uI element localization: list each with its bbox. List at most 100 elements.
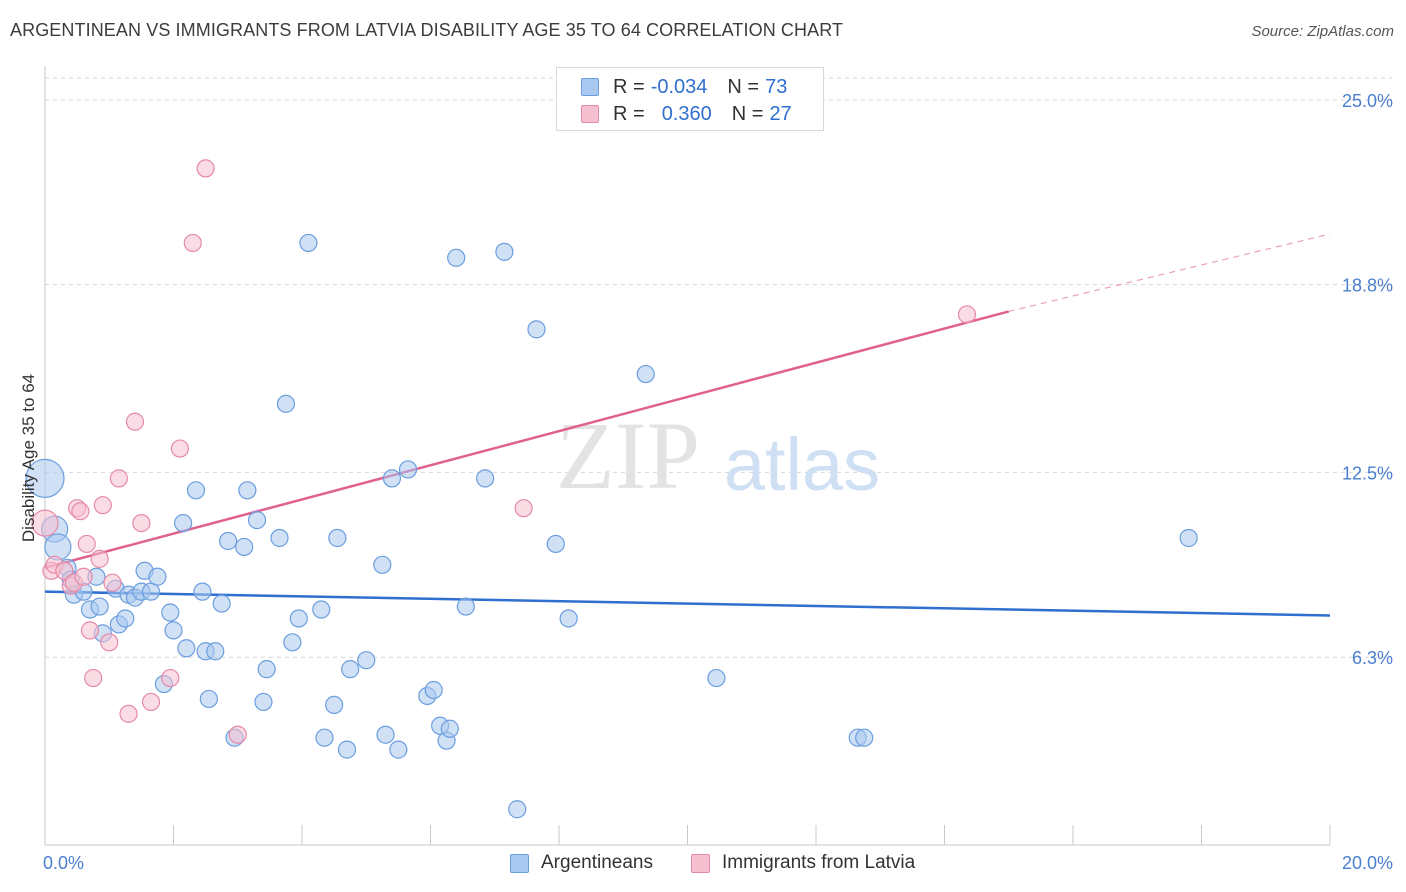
legend-row-latvia: R = 0.360 N = 27	[581, 101, 792, 127]
trend-line-latvia	[44, 310, 1010, 570]
trend-lines	[44, 233, 1331, 617]
legend-r-value: 0.360	[661, 102, 712, 125]
data-point	[299, 233, 318, 253]
y-tick-label: 6.3%	[1352, 648, 1393, 668]
data-point	[44, 533, 72, 561]
watermark: ZIP atlas	[556, 402, 880, 509]
x-tick-label: 0.0%	[43, 853, 84, 873]
legend-r-label: R =	[613, 75, 645, 98]
data-point	[80, 621, 100, 640]
data-point	[1179, 528, 1198, 548]
data-point	[238, 481, 257, 500]
chart-title: ARGENTINEAN VS IMMIGRANTS FROM LATVIA DI…	[10, 20, 844, 40]
legend-swatch-latvia	[581, 105, 599, 123]
data-point	[183, 233, 202, 253]
data-point	[257, 660, 276, 679]
data-point	[219, 531, 238, 551]
legend-swatch-argentineans	[581, 78, 599, 96]
data-point	[456, 597, 475, 616]
y-tick-label: 18.8%	[1342, 276, 1393, 296]
data-point	[199, 689, 218, 709]
legend-label-argentineans: Argentineans	[541, 852, 653, 873]
data-point	[77, 534, 96, 554]
legend-swatch-argentineans	[510, 853, 529, 873]
legend-label-latvia: Immigrants from Latvia	[722, 852, 916, 873]
data-point	[957, 305, 977, 324]
data-point	[276, 394, 296, 413]
data-point	[389, 740, 408, 759]
data-point	[508, 800, 527, 819]
data-point	[270, 528, 289, 548]
data-point	[495, 242, 514, 261]
data-point	[235, 537, 254, 557]
data-point	[206, 642, 225, 661]
data-point	[161, 603, 180, 622]
data-point	[312, 600, 331, 619]
y-axis-label: Disability Age 35 to 64	[19, 374, 38, 542]
data-point	[424, 680, 443, 700]
data-point	[636, 364, 655, 384]
y-tick-label: 25.0%	[1342, 91, 1393, 111]
data-point	[100, 633, 119, 652]
data-point	[283, 633, 302, 652]
data-point	[337, 740, 357, 759]
legend-row-argentineans: R = -0.034 N = 73	[581, 74, 787, 100]
data-point	[559, 609, 578, 628]
trend-line-argentineans	[44, 590, 1331, 617]
data-point	[103, 573, 122, 592]
source-label: Source: ZipAtlas.com	[1251, 23, 1394, 40]
x-tick-labels: 0.0% 20.0%	[43, 853, 1393, 873]
legend-item-argentineans[interactable]: Argentineans	[510, 852, 653, 874]
data-point	[164, 621, 183, 640]
data-point	[90, 549, 109, 568]
data-point	[514, 499, 533, 518]
data-point	[228, 725, 247, 744]
data-point	[376, 725, 395, 744]
axes	[44, 66, 1331, 846]
data-point	[170, 439, 190, 458]
data-point	[125, 412, 145, 431]
data-point	[546, 534, 565, 554]
data-point	[527, 320, 546, 339]
y-tick-label: 12.5%	[1342, 463, 1393, 483]
y-tick-labels: 6.3% 12.5% 18.8% 25.0%	[1342, 91, 1393, 668]
data-point	[109, 469, 128, 488]
data-point	[161, 668, 180, 688]
legend-item-latvia[interactable]: Immigrants from Latvia	[691, 852, 915, 874]
data-points	[25, 159, 1198, 819]
data-point	[357, 651, 376, 670]
data-point	[289, 609, 308, 628]
data-point	[440, 719, 459, 738]
data-point	[196, 159, 215, 178]
data-point	[174, 513, 193, 533]
data-point	[325, 695, 344, 715]
data-point	[93, 496, 112, 515]
data-point	[341, 660, 360, 679]
correlation-legend: R = -0.034 N = 73 R = 0.360 N = 27	[556, 67, 824, 131]
data-point	[254, 692, 273, 712]
data-point	[31, 509, 59, 537]
data-point	[186, 481, 206, 500]
legend-swatch-latvia	[691, 853, 710, 873]
data-point	[177, 639, 196, 658]
data-point	[398, 460, 418, 479]
legend-n-label: N =	[731, 102, 764, 125]
x-tick-label: 20.0%	[1342, 853, 1393, 873]
data-point	[148, 567, 167, 586]
data-point	[119, 704, 138, 723]
data-point	[476, 469, 495, 488]
trend-line-extension	[1008, 233, 1331, 313]
data-point	[315, 728, 334, 747]
data-point	[247, 511, 267, 530]
series-latvia	[31, 159, 977, 744]
data-point	[212, 594, 231, 613]
grid-lines	[45, 77, 1392, 658]
legend-n-value: 73	[765, 75, 788, 98]
watermark-zip: ZIP	[556, 402, 700, 509]
data-point	[193, 582, 212, 601]
series-legend: Argentineans Immigrants from Latvia	[0, 852, 1406, 878]
data-point	[447, 248, 466, 267]
data-point	[116, 609, 135, 628]
legend-n-value: 27	[769, 102, 792, 125]
